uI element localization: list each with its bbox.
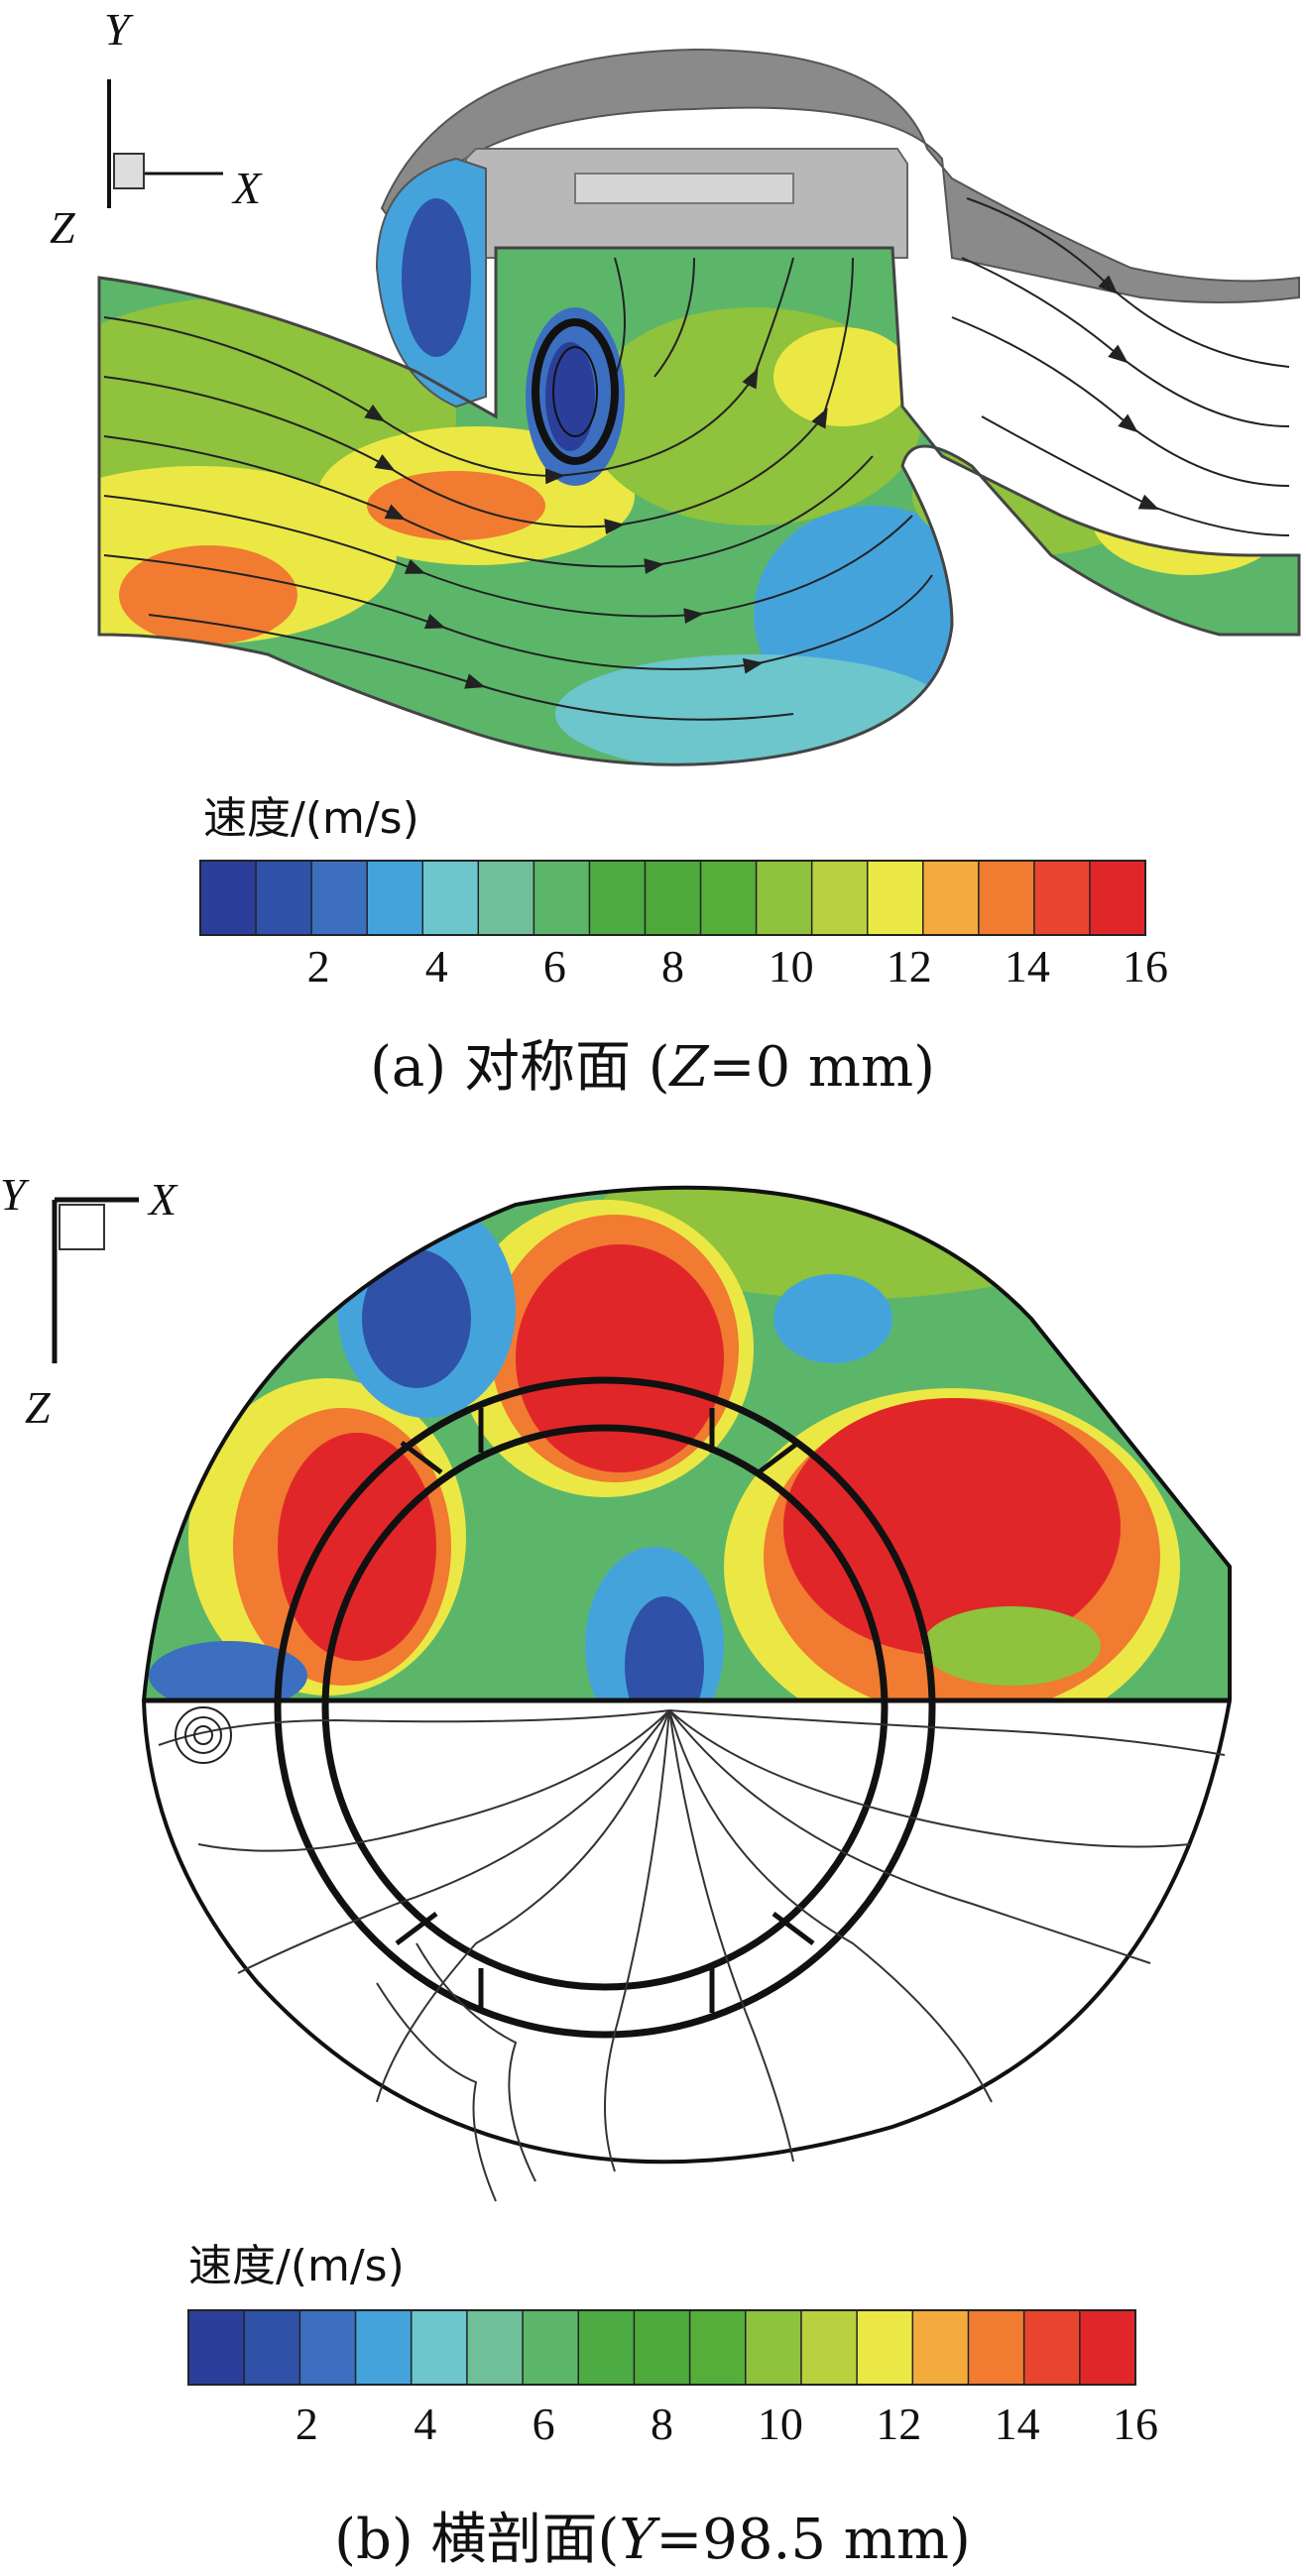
- colorbar-swatch: [411, 2310, 468, 2385]
- colorbar-swatch: [1033, 861, 1091, 935]
- colorbar-tick-label: 10: [758, 2399, 803, 2449]
- colorbar-swatch: [422, 861, 479, 935]
- colorbar-tick-label: 6: [533, 2399, 555, 2449]
- volute-housing: [380, 48, 1300, 303]
- colorbar-swatch: [466, 2310, 524, 2385]
- colorbar-swatch: [578, 2310, 635, 2385]
- axis-z-label: Z: [25, 1382, 51, 1433]
- colorbar-swatch: [1089, 861, 1146, 935]
- vortex-core: [532, 318, 619, 465]
- legend-title: 速度/(m/s): [188, 2241, 405, 2291]
- panel-b-caption: (b) 横剖面(Y=98.5 mm): [334, 2508, 971, 2572]
- colorbar-swatch: [244, 2310, 300, 2385]
- colorbar-swatch: [978, 861, 1035, 935]
- colorbar-swatch: [188, 2310, 245, 2385]
- colorbar-swatch: [299, 2310, 357, 2385]
- colorbar: [187, 2309, 1136, 2386]
- colorbar-ticks: 2 4 6 8 10 12 14 16: [307, 941, 1168, 992]
- panel-b-legend: 速度/(m/s) 2 4 6 8 10 12 14 16: [187, 2241, 1158, 2449]
- colorbar-tick-label: 8: [661, 941, 684, 992]
- panel-b-cross-section: [141, 1185, 1232, 2202]
- colorbar-swatch: [700, 861, 758, 935]
- colorbar-tick-label: 16: [1113, 2399, 1158, 2449]
- colorbar-swatch: [634, 2310, 691, 2385]
- colorbar-swatch: [800, 2310, 858, 2385]
- colorbar-swatch: [645, 861, 702, 935]
- colorbar-tick-label: 10: [769, 941, 814, 992]
- colorbar-swatch: [745, 2310, 802, 2385]
- colorbar-frame: [199, 860, 1146, 936]
- colorbar-swatch: [534, 861, 590, 935]
- colorbar-swatch: [589, 861, 646, 935]
- colorbar-swatch: [689, 2310, 747, 2385]
- colorbar-swatch: [256, 861, 312, 935]
- colorbar-tick-label: 4: [425, 941, 448, 992]
- panel-a-axis-triad: Y X Z: [50, 4, 263, 253]
- colorbar-tick-label: 12: [876, 2399, 921, 2449]
- panel-a-flow-field: [97, 48, 1301, 766]
- colorbar-swatch: [867, 861, 924, 935]
- panel-b-streamlines: [158, 1709, 1226, 2202]
- colorbar-tick-label: 14: [995, 2399, 1040, 2449]
- colorbar-tick-label: 2: [296, 2399, 318, 2449]
- colorbar-tick-label: 6: [543, 941, 566, 992]
- colorbar-swatch: [367, 861, 423, 935]
- colorbar-swatch: [1023, 2310, 1081, 2385]
- panel-a-contours: [99, 248, 1299, 765]
- colorbar-swatch: [355, 2310, 413, 2385]
- colorbar-swatch: [811, 861, 869, 935]
- colorbar-swatch: [200, 861, 257, 935]
- colorbar-ticks: 2 4 6 8 10 12 14 16: [296, 2399, 1158, 2449]
- impeller-top: [574, 173, 794, 204]
- colorbar-tick-label: 4: [414, 2399, 436, 2449]
- panel-a-caption: (a) 对称面 (Z=0 mm): [370, 1035, 935, 1100]
- axis-x-label: X: [231, 163, 263, 213]
- colorbar-swatch: [311, 861, 368, 935]
- colorbar-swatch: [857, 2310, 913, 2385]
- axis-y-label: Y: [104, 4, 134, 55]
- colorbar-swatch: [922, 861, 980, 935]
- colorbar: [199, 860, 1146, 936]
- colorbar-swatch: [523, 2310, 579, 2385]
- colorbar-swatch: [756, 861, 813, 935]
- legend-title: 速度/(m/s): [203, 793, 419, 844]
- colorbar-swatch: [912, 2310, 969, 2385]
- axis-z-label: Z: [50, 202, 75, 253]
- colorbar-frame: [187, 2309, 1136, 2386]
- colorbar-swatch: [1079, 2310, 1136, 2385]
- colorbar-tick-label: 2: [307, 941, 330, 992]
- colorbar-tick-label: 14: [1005, 941, 1050, 992]
- colorbar-tick-label: 12: [887, 941, 932, 992]
- axis-x-label: X: [147, 1174, 178, 1225]
- panel-a-legend: 速度/(m/s) 2 4 6 8 10 12 14 16: [199, 793, 1168, 992]
- panel-a-streamlines: [103, 197, 1290, 721]
- panel-b-axis-triad: Y X Z: [0, 1169, 178, 1433]
- colorbar-swatch: [478, 861, 534, 935]
- colorbar-tick-label: 8: [651, 2399, 673, 2449]
- colorbar-tick-label: 16: [1123, 941, 1168, 992]
- colorbar-swatch: [968, 2310, 1025, 2385]
- corner-vortex: [175, 1706, 232, 1764]
- axis-y-label: Y: [0, 1169, 30, 1220]
